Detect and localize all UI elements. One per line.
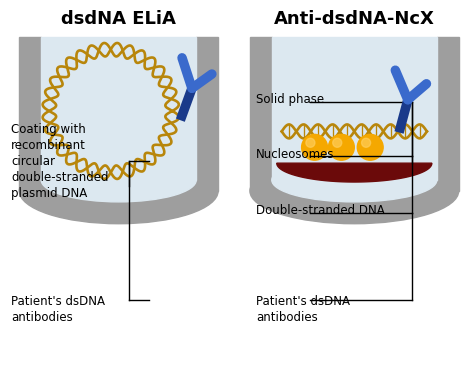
Ellipse shape: [41, 158, 196, 202]
Text: Double-stranded DNA: Double-stranded DNA: [256, 204, 384, 217]
Polygon shape: [277, 163, 432, 182]
Bar: [41, 37, 196, 180]
Text: Patient's dsDNA
antibodies: Patient's dsDNA antibodies: [11, 295, 105, 324]
Ellipse shape: [19, 158, 218, 224]
Ellipse shape: [272, 158, 437, 202]
Text: Anti-dsdNA-NcX: Anti-dsdNA-NcX: [274, 10, 435, 28]
Text: Coating with
recombinant
circular
double-stranded
plasmid DNA: Coating with recombinant circular double…: [11, 124, 109, 200]
Bar: [250, 37, 272, 191]
Circle shape: [328, 134, 354, 160]
Text: dsdNA ELiA: dsdNA ELiA: [61, 10, 176, 28]
Ellipse shape: [250, 158, 459, 224]
Circle shape: [362, 138, 371, 147]
Text: Solid phase: Solid phase: [256, 93, 324, 106]
Circle shape: [301, 134, 328, 160]
Circle shape: [357, 134, 383, 160]
Circle shape: [333, 138, 342, 147]
Bar: [196, 37, 218, 191]
Bar: [19, 37, 41, 191]
Text: Patient's dsDNA
antibodies: Patient's dsDNA antibodies: [256, 295, 350, 324]
Text: Nucleosomes: Nucleosomes: [256, 148, 334, 161]
Bar: [437, 37, 459, 191]
Bar: [272, 37, 437, 180]
Circle shape: [306, 138, 315, 147]
